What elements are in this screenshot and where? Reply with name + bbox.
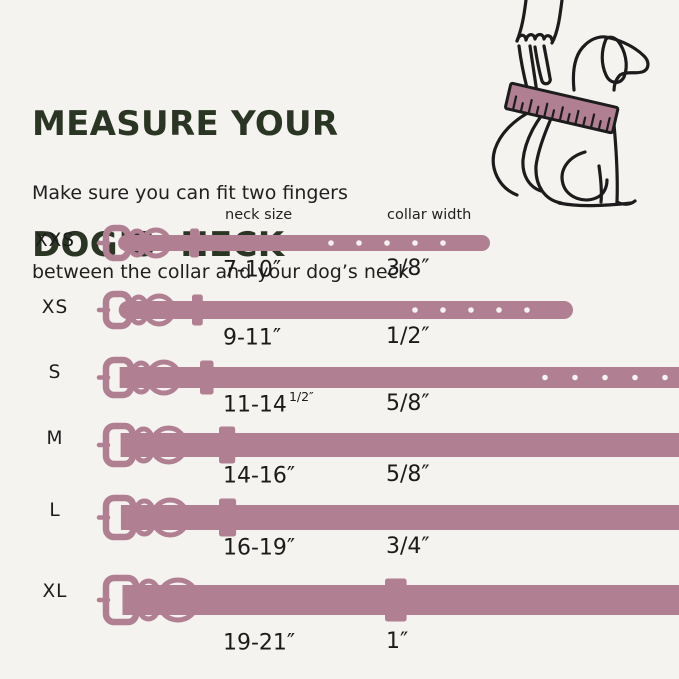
size-label: S	[48, 362, 62, 383]
neck-size-value: 16-19″	[223, 535, 296, 561]
collar-graphic	[96, 494, 679, 540]
collar-graphic	[96, 574, 679, 626]
collar-graphic	[96, 224, 490, 262]
collar-graphic	[96, 290, 574, 330]
hand-icon	[515, 0, 564, 94]
subtitle-line-1: Make sure you can fit two fingers	[32, 182, 348, 205]
size-label: M	[46, 428, 64, 449]
collar-width-value: 1″	[386, 629, 409, 654]
neck-size-fraction: 1/2″	[288, 389, 314, 404]
collar-graphic	[96, 356, 679, 398]
neck-size-value: 11-14 1/2″	[223, 389, 314, 418]
neck-size-value: 14-16″	[223, 463, 296, 489]
collar-graphic	[96, 422, 679, 468]
size-label: XXS	[34, 230, 76, 251]
column-header-collar-width: collar width	[387, 207, 472, 223]
size-label: XL	[42, 581, 68, 602]
collar-width-value: 5/8″	[386, 391, 430, 416]
dog-measuring-illustration	[491, 0, 650, 208]
collar-width-value: 1/2″	[386, 324, 430, 349]
collar-width-value: 3/8″	[386, 256, 430, 281]
column-header-neck-size: neck size	[225, 207, 293, 223]
neck-size-value: 9-11″	[223, 325, 282, 351]
collar-width-value: 5/8″	[386, 462, 430, 487]
collar-width-value: 3/4″	[386, 534, 430, 559]
size-label: XS	[41, 297, 69, 318]
title-line-1: MEASURE YOUR	[32, 104, 339, 145]
neck-size-value: 7-10″	[223, 257, 282, 283]
size-label: L	[49, 500, 61, 521]
subtitle-line-2: between the collar and your dog’s neck	[32, 261, 409, 284]
measuring-tape-icon	[504, 81, 620, 135]
subtitle: Make sure you can fit two fingers betwee…	[32, 128, 409, 338]
neck-size-value: 19-21″	[223, 630, 296, 656]
